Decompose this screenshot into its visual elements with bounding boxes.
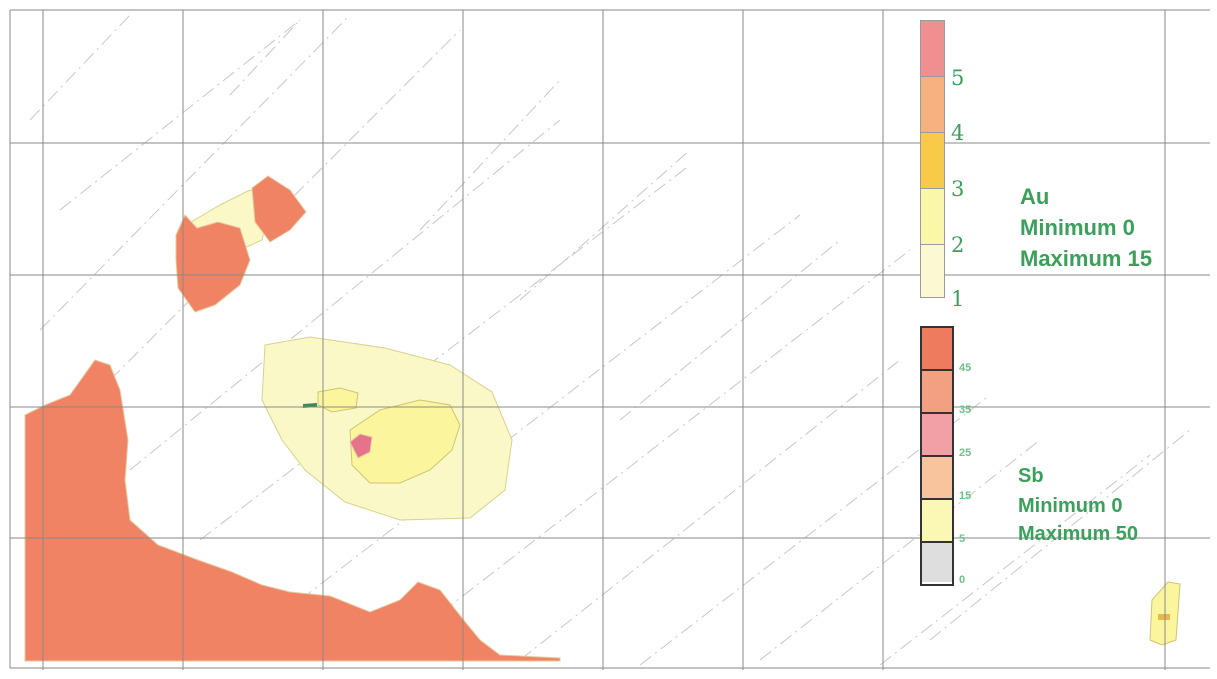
- sb-anomaly-southwest: [24, 359, 561, 662]
- au-swatch-5: [921, 21, 944, 77]
- sb-label-5: 5: [959, 533, 966, 545]
- sb-anomaly-north: [175, 214, 251, 313]
- sb-legend-maximum: Maximum 50: [1018, 523, 1139, 545]
- au-core-east: [349, 399, 461, 484]
- au-swatch-4: [921, 77, 944, 133]
- sb-label-25: 25: [959, 447, 972, 459]
- au-legend-title: Au: [1020, 184, 1050, 209]
- map-grid: [9, 9, 1210, 670]
- au-label-3: 3: [951, 177, 965, 201]
- sb-swatch-35: [922, 371, 952, 414]
- au-anomaly-zones: [185, 189, 1181, 646]
- sb-swatch-0: [922, 543, 952, 582]
- sb-swatch-15: [922, 457, 952, 500]
- sb-swatch-25: [922, 414, 952, 457]
- au-legend-minimum: Minimum 0: [1020, 215, 1135, 240]
- au-swatch-1: [921, 245, 944, 297]
- sb-label-45: 45: [959, 362, 972, 374]
- sb-anomaly-se-dot: [1158, 614, 1170, 620]
- sb-anomaly-small: [349, 433, 373, 459]
- au-legend-maximum: Maximum 15: [1020, 246, 1153, 271]
- au-label-4: 4: [951, 121, 965, 145]
- sb-anomaly-zones: [24, 175, 1170, 662]
- sb-label-0: 0: [959, 574, 966, 586]
- au-core-west: [317, 387, 359, 413]
- au-swatch-2: [921, 189, 944, 245]
- au-label-2: 2: [951, 233, 965, 257]
- au-label-1: 1: [951, 287, 965, 311]
- sb-legend: [920, 326, 954, 586]
- au-legend: [920, 20, 945, 298]
- au-swatch-3: [921, 133, 944, 189]
- sb-legend-minimum: Minimum 0: [1018, 495, 1123, 517]
- au-label-5: 5: [951, 66, 965, 90]
- sb-label-15: 15: [959, 490, 972, 502]
- sb-label-35: 35: [959, 404, 972, 416]
- sb-anomaly-northeast: [251, 175, 307, 243]
- sb-swatch-5: [922, 500, 952, 543]
- sb-legend-title: Sb: [1018, 465, 1044, 487]
- sb-swatch-45: [922, 328, 952, 371]
